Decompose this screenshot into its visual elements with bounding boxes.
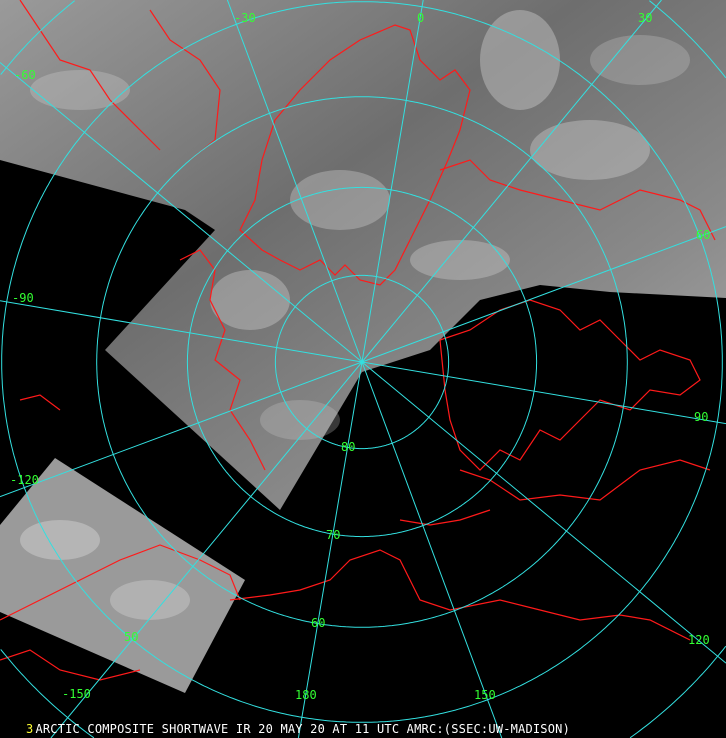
- latitude-label: 80: [341, 440, 356, 454]
- longitude-label: -90: [12, 291, 34, 305]
- latitude-circle-60: [96, 96, 628, 628]
- latitude-circle-50: [1, 1, 723, 723]
- caption-text: ARCTIC COMPOSITE SHORTWAVE IR 20 MAY 20 …: [35, 722, 571, 736]
- meridian-90: [361, 361, 726, 425]
- meridian-120: [361, 361, 726, 664]
- cloud-patch: [30, 70, 130, 110]
- cloud-patch: [210, 270, 290, 330]
- longitude-label: 30: [638, 11, 653, 25]
- cloud-patch: [530, 120, 650, 180]
- latitude-label: 70: [326, 528, 341, 542]
- latitude-circle-80: [274, 274, 450, 450]
- coastline-alaska: [229, 549, 691, 641]
- coastline-scandinavia: [19, 0, 221, 161]
- longitude-label: 0: [417, 11, 425, 25]
- longitude-label: 60: [696, 228, 711, 242]
- imagery-strip: [0, 458, 245, 693]
- cloud-patch: [590, 35, 690, 85]
- longitude-label: -60: [14, 68, 36, 82]
- cloud-patch: [110, 580, 190, 620]
- coastline-canada-mainland: [399, 459, 711, 526]
- longitude-label: -150: [62, 687, 91, 701]
- meridian-60: [361, 226, 726, 363]
- cloud-patch: [290, 170, 390, 230]
- image-caption: 3 ARCTIC COMPOSITE SHORTWAVE IR 20 MAY 20…: [26, 723, 570, 736]
- meridian--120: [0, 361, 363, 498]
- imagery-main: [0, 0, 726, 510]
- meridian-0: [361, 0, 424, 363]
- longitude-label: 180: [295, 688, 317, 702]
- longitude-label: -120: [10, 473, 39, 487]
- cloud-patch: [480, 10, 560, 110]
- meridian-150: [361, 361, 503, 738]
- coastlines: [0, 0, 716, 681]
- latitude-label: 50: [124, 630, 139, 644]
- latitude-circle-70: [186, 186, 538, 538]
- longitude-label: 120: [688, 633, 710, 647]
- coastline-eurasia-north: [439, 159, 716, 241]
- meridian--90: [0, 300, 363, 363]
- coastline-baffin: [19, 249, 266, 471]
- longitude-label: -30: [234, 11, 256, 25]
- cloud-patch: [260, 400, 340, 440]
- coastline-canada-archipelago: [439, 299, 701, 471]
- meridian-30: [361, 0, 662, 363]
- cloud-patch: [410, 240, 510, 280]
- cloud-texture: [20, 10, 690, 620]
- longitude-label: 90: [694, 410, 709, 424]
- meridian--60: [0, 62, 363, 363]
- coastline-greenland: [239, 24, 471, 286]
- cloud-patch: [20, 520, 100, 560]
- meridian-180: [297, 361, 363, 738]
- longitude-label: 150: [474, 688, 496, 702]
- meridian--150: [50, 361, 363, 738]
- frame-number: 3: [26, 722, 34, 736]
- coastline-siberia: [0, 544, 241, 681]
- latitude-label: 60: [311, 616, 326, 630]
- meridian--30: [226, 0, 363, 363]
